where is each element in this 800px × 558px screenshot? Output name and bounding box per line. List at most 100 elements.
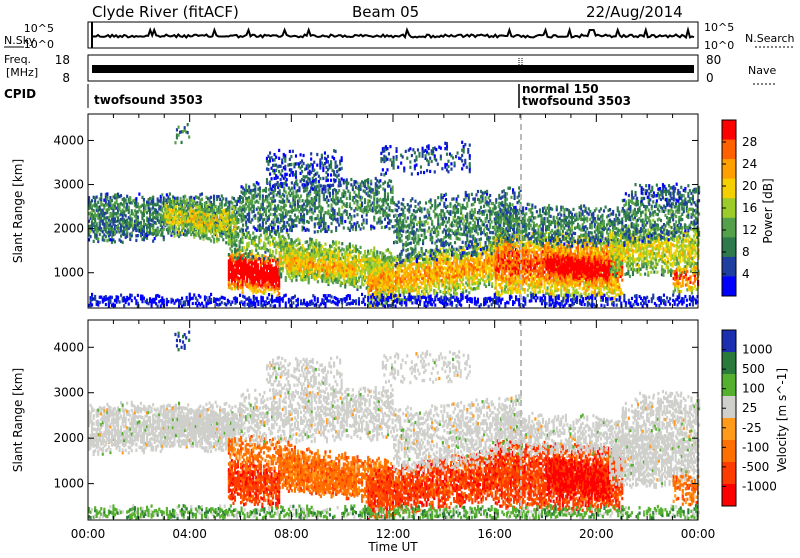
heatmap-cell [135,239,137,242]
heatmap-cell [213,238,215,241]
heatmap-cell [114,240,116,243]
heatmap-cell [135,197,137,200]
heatmap-cell [224,203,226,206]
heatmap-cell [235,244,237,247]
heatmap-cell [103,239,105,242]
heatmap-cell [112,220,114,223]
heatmap-cell [215,205,217,208]
heatmap-cell [175,197,177,200]
heatmap-cell [243,233,245,236]
beam-title: Beam 05 [352,3,419,21]
heatmap-cell [231,250,233,253]
heatmap-cell [228,253,230,256]
heatmap-cell [205,210,207,213]
heatmap-cell [221,194,223,197]
heatmap-cell [102,220,104,223]
heatmap-cell [234,222,236,225]
heatmap-cell [228,206,230,209]
heatmap-cell [257,252,259,255]
heatmap-cell [258,257,260,260]
heatmap-cell [274,237,276,240]
heatmap-cell [192,199,194,202]
nsky-tick-bottom: 10^0 [24,38,54,51]
heatmap-cell [178,126,180,129]
heatmap-cell [154,221,156,224]
heatmap-cell [120,194,122,197]
heatmap-cell [218,195,220,198]
heatmap-cell [186,199,188,202]
nave-tick-0: 0 [706,71,714,85]
heatmap-cell [237,256,239,259]
heatmap-cell [126,195,128,198]
heatmap-cell [275,249,277,252]
cpid-strip: CPID twofsound 3503 normal 150 twofsound… [4,82,631,108]
heatmap-cell [184,195,186,198]
heatmap-cell [134,224,136,227]
heatmap-cell [242,257,244,260]
heatmap-cell [187,131,189,134]
heatmap-cell [237,226,239,229]
heatmap-cell [143,222,145,225]
heatmap-cell [100,193,102,196]
heatmap-cell [138,193,140,196]
heatmap-cell [216,213,218,216]
heatmap-cell [269,249,271,252]
heatmap-cell [90,230,92,233]
heatmap-cell [170,232,172,235]
heatmap-cell [90,235,92,238]
freq-band [92,65,694,73]
heatmap-cell [239,253,241,256]
heatmap-cell [111,199,113,202]
heatmap-cell [137,202,139,205]
heatmap-cell [202,208,204,211]
nsearch-tick-top: 10^5 [704,21,734,34]
heatmap-cell [267,236,269,239]
heatmap-cell [186,212,188,215]
cpid-right-2: twofsound 3503 [522,94,631,108]
heatmap-cell [199,202,201,205]
heatmap-cell [243,246,245,249]
heatmap-cell [260,239,262,242]
heatmap-cell [96,196,98,199]
heatmap-cell [237,218,239,221]
heatmap-cell [105,219,107,222]
heatmap-cell [193,209,195,212]
heatmap-cell [97,201,99,204]
heatmap-cell [163,228,165,231]
heatmap-cell [181,141,183,144]
heatmap-cell [295,278,297,281]
heatmap-cell [267,257,269,260]
nave-label: Nave [748,64,776,77]
heatmap-cell [249,234,251,237]
heatmap-cell [274,256,276,259]
heatmap-cell [229,226,231,229]
heatmap-cell [161,193,163,196]
heatmap-cell [184,126,186,129]
heatmap-cell [141,230,143,233]
heatmap-cell [180,197,182,200]
heatmap-cell [225,198,227,201]
station-title: Clyde River (fitACF) [92,3,239,21]
heatmap-cell [263,257,265,260]
heatmap-cell [106,223,108,226]
heatmap-cell [279,238,281,241]
freq-label-1: Freq. [4,53,31,66]
heatmap-cell [90,225,92,228]
heatmap-cell [175,205,177,208]
heatmap-cell [91,199,93,202]
heatmap-cell [210,239,212,242]
heatmap-cell [213,195,215,198]
heatmap-cell [93,240,95,243]
heatmap-cell [278,292,280,295]
heatmap-cell [248,231,250,234]
heatmap-cell [106,192,108,195]
freq-strip: Freq. [MHz] 18 8 80 0 Nave [4,53,776,85]
heatmap-cell [154,237,156,240]
heatmap-cell [285,276,287,279]
heatmap-cell [252,232,254,235]
heatmap-cell [158,220,160,223]
rti-figure: Clyde River (fitACF) Beam 05 22/Aug/2014… [0,0,800,554]
heatmap-cell [151,219,153,222]
heatmap-cell [261,254,263,257]
heatmap-cell [137,229,139,232]
